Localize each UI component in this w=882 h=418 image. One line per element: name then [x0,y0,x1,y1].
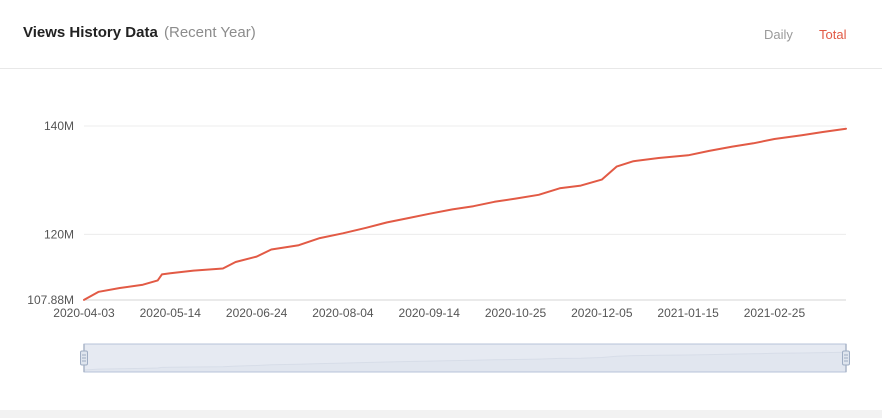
x-tick-label: 2020-09-14 [399,306,461,320]
x-tick-label: 2020-08-04 [312,306,374,320]
zoom-slider[interactable] [80,343,850,373]
card-title: Views History Data [23,24,158,41]
x-tick-label: 2020-10-25 [485,306,547,320]
x-tick-label: 2020-05-14 [140,306,202,320]
x-axis: 2020-04-03 2020-05-14 2020-06-24 2020-08-04… [53,306,805,320]
series-line [83,127,847,301]
x-tick-label: 2020-04-03 [53,306,115,320]
tab-total[interactable]: Total [819,27,847,42]
y-tick-label: 140M [44,119,74,133]
series-layer [83,127,847,301]
card-header: Views History Data (Recent Year) Daily T… [0,0,882,69]
x-tick-label: 2020-06-24 [226,306,288,320]
zoom-slider-handle-start[interactable] [80,344,88,372]
tab-daily[interactable]: Daily [764,27,793,42]
x-tick-label: 2021-01-15 [657,306,719,320]
grid-lines [84,125,846,301]
x-tick-label: 2020-12-05 [571,306,633,320]
y-tick-label: 107.88M [27,293,74,307]
zoom-slider-handle-end[interactable] [842,344,850,372]
y-tick-label: 120M [44,227,74,241]
zoom-slider-selection[interactable] [83,343,847,373]
x-tick-label: 2021-02-25 [744,306,806,320]
y-axis: 107.88M 120M 140M [27,119,74,307]
footer-band [0,410,882,418]
card-subtitle: (Recent Year) [164,24,256,41]
